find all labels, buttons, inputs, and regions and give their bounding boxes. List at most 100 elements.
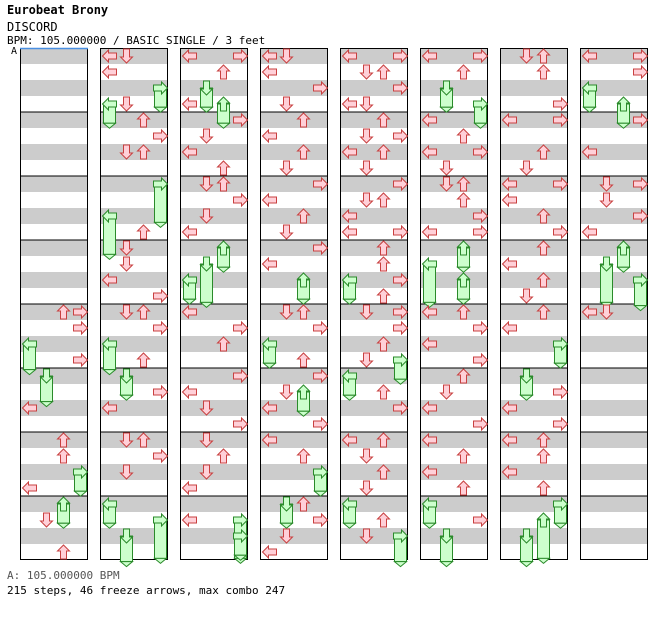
arrow-up-icon [536,480,551,496]
freeze-arrow-left [261,336,277,369]
arrow-right-icon [233,192,249,208]
step-arrow-left [21,480,37,496]
beat-stripe [500,176,568,192]
step-arrow-right [313,240,329,256]
step-arrow-up [216,64,231,80]
freeze-arrow-left [101,496,117,529]
step-arrow-right [553,416,569,432]
freeze-end [342,298,357,305]
arrow-right-icon [313,512,329,528]
freeze-head-up-icon [56,496,71,512]
arrow-left-icon [501,320,517,336]
step-arrow-right [633,176,649,192]
arrow-right-icon [553,224,569,240]
step-arrow-right [153,128,169,144]
arrow-down-icon [119,464,134,480]
arrow-right-icon [313,416,329,432]
step-arrow-up [216,336,231,352]
beat-stripe [580,528,648,544]
freeze-end [102,522,117,529]
step-arrow-right [473,416,489,432]
step-arrow-right [393,272,409,288]
freeze-arrow-right [553,496,569,529]
column-border [580,48,648,560]
step-arrow-right [233,48,249,64]
step-arrow-left [181,224,197,240]
beat-stripe [500,144,568,160]
beat-stripe [100,528,168,544]
freeze-head-up-icon [536,512,551,528]
freeze-head-down-icon [519,368,534,384]
arrow-up-icon [536,144,551,160]
step-arrow-down [279,224,294,240]
freeze-arrow-down [439,80,454,113]
arrow-left-icon [181,304,197,320]
step-arrow-up [136,112,151,128]
step-arrow-up [536,480,551,496]
step-arrow-up [296,112,311,128]
beat-stripe [340,464,408,480]
beat-stripe [580,464,648,480]
freeze-arrow-right [153,176,169,229]
arrow-left-icon [501,112,517,128]
arrow-down-icon [199,464,214,480]
step-arrow-up [296,496,311,512]
freeze-end [633,305,648,312]
freeze-tail [103,215,116,255]
beat-stripe [420,208,488,224]
arrow-left-icon [181,48,197,64]
step-arrow-right [633,48,649,64]
freeze-end [393,378,408,385]
freeze-end [262,362,277,369]
freeze-head-down-icon [439,80,454,96]
step-arrow-right [473,144,489,160]
beat-stripe [260,272,328,288]
arrow-left-icon [341,144,357,160]
freeze-arrow-left [181,272,197,305]
freeze-end [56,522,71,529]
chart-column [340,48,408,560]
arrow-left-icon [261,128,277,144]
step-arrow-down [599,304,614,320]
beat-stripe [500,528,568,544]
freeze-end [102,369,117,376]
step-arrow-left [261,544,277,560]
column-border [340,48,408,560]
arrow-up-icon [536,48,551,64]
arrow-up-icon [56,448,71,464]
beat-stripe [100,144,168,160]
step-arrow-up [456,176,471,192]
step-arrow-right [393,80,409,96]
step-arrow-left [341,208,357,224]
step-arrow-down [199,208,214,224]
arrow-right-icon [153,448,169,464]
step-arrow-down [519,288,534,304]
arrow-up-icon [296,496,311,512]
beat-stripe [340,528,408,544]
step-arrow-left [261,256,277,272]
arrow-up-icon [456,176,471,192]
arrow-up-icon [536,208,551,224]
beat-stripe [420,528,488,544]
step-arrow-up [296,144,311,160]
beat-stripe [100,464,168,480]
arrow-left-icon [341,432,357,448]
step-arrow-right [393,48,409,64]
freeze-arrow-down [119,368,134,401]
beat-stripe [20,432,88,448]
freeze-end [342,522,357,529]
freeze-arrow-right [473,96,489,129]
step-arrow-left [181,480,197,496]
freeze-head-right-icon [393,352,409,368]
step-arrow-down [279,528,294,544]
step-arrow-up [536,240,551,256]
arrow-right-icon [233,48,249,64]
beat-stripe [580,112,648,128]
column-border [420,48,488,560]
beat-stripe [20,112,88,128]
freeze-end [216,122,231,129]
beat-stripe [500,304,568,320]
freeze-head-right-icon [233,528,249,544]
arrow-down-icon [119,304,134,320]
